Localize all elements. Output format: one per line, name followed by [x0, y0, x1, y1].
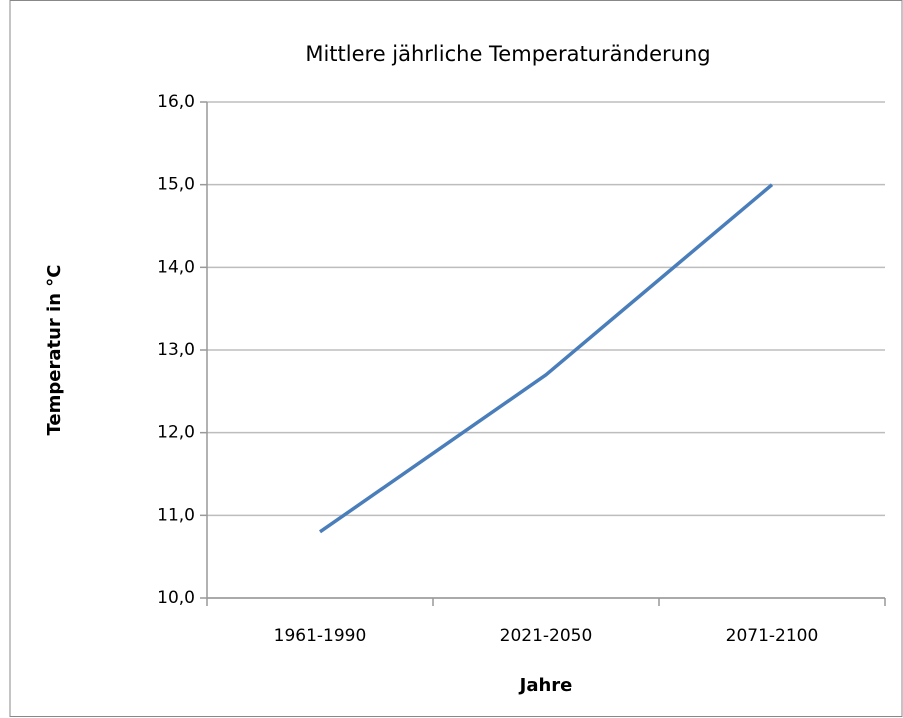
y-tick-label: 14,0 [157, 257, 195, 277]
chart-frame [9, 0, 903, 717]
chart-title: Mittlere jährliche Temperaturänderung [305, 42, 710, 66]
x-tick-label: 2071-2100 [726, 626, 819, 646]
data-line [319, 183, 774, 534]
x-tick-label: 2021-2050 [500, 626, 593, 646]
x-tick-label: 1961-1990 [274, 626, 367, 646]
y-tick-label: 10,0 [157, 588, 195, 608]
y-axis-title: Temperatur in °C [44, 265, 65, 436]
y-tick-label: 12,0 [157, 423, 195, 443]
y-tick-label: 15,0 [157, 175, 195, 195]
y-tick-label: 13,0 [157, 340, 195, 360]
y-tick-label: 16,0 [157, 92, 195, 112]
x-axis-title: Jahre [518, 675, 573, 696]
y-tick-label: 11,0 [157, 505, 195, 525]
